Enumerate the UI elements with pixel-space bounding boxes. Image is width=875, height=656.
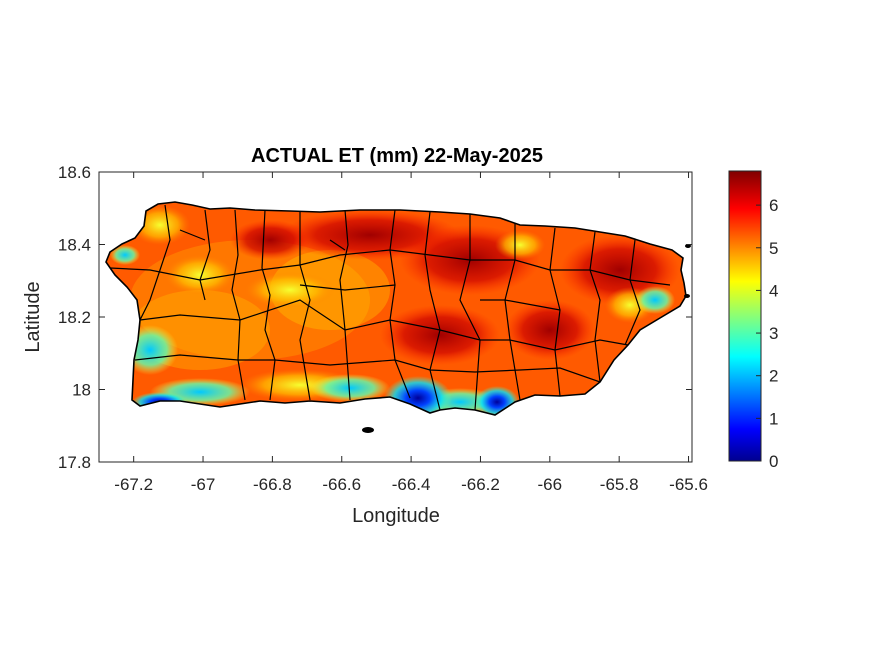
y-axis-ticks: 18.6 18.4 18.2 18 17.8	[58, 163, 692, 472]
x-tick-label: -67	[191, 475, 216, 494]
map-title: ACTUAL ET (mm) 22-May-2025	[251, 145, 543, 167]
y-tick-label: 18	[72, 381, 91, 400]
x-tick-label: -66.6	[322, 475, 361, 494]
colorbar	[728, 170, 762, 462]
x-tick-label: -65.6	[669, 475, 708, 494]
x-axis-ticks: -67.2 -67 -66.8 -66.6 -66.4 -66.2 -66 -65.8 -65.…	[114, 172, 708, 494]
x-axis-label: Longitude	[352, 505, 440, 527]
colorbar-tick-label: 1	[769, 409, 778, 428]
x-tick-label: -66.2	[461, 475, 500, 494]
x-tick-label: -66.8	[253, 475, 292, 494]
colorbar-tick-label: 4	[769, 281, 778, 300]
y-tick-label: 18.6	[58, 163, 91, 182]
x-tick-label: -66	[538, 475, 563, 494]
y-tick-label: 17.8	[58, 453, 91, 472]
y-tick-label: 18.4	[58, 236, 91, 255]
municipality-boundaries	[109, 204, 671, 411]
colorbar-tick-label: 0	[769, 452, 778, 471]
colorbar-ticks: 0 1 2 3 4 5 6	[756, 196, 778, 471]
colorbar-tick-label: 2	[769, 367, 778, 386]
colorbar-tick-label: 6	[769, 196, 778, 215]
colorbar-tick-label: 5	[769, 239, 778, 258]
x-tick-label: -66.4	[392, 475, 431, 494]
y-tick-label: 18.2	[58, 308, 91, 327]
x-tick-label: -65.8	[600, 475, 639, 494]
x-tick-label: -67.2	[114, 475, 153, 494]
colorbar-tick-label: 3	[769, 324, 778, 343]
y-axis-label: Latitude	[22, 281, 44, 352]
